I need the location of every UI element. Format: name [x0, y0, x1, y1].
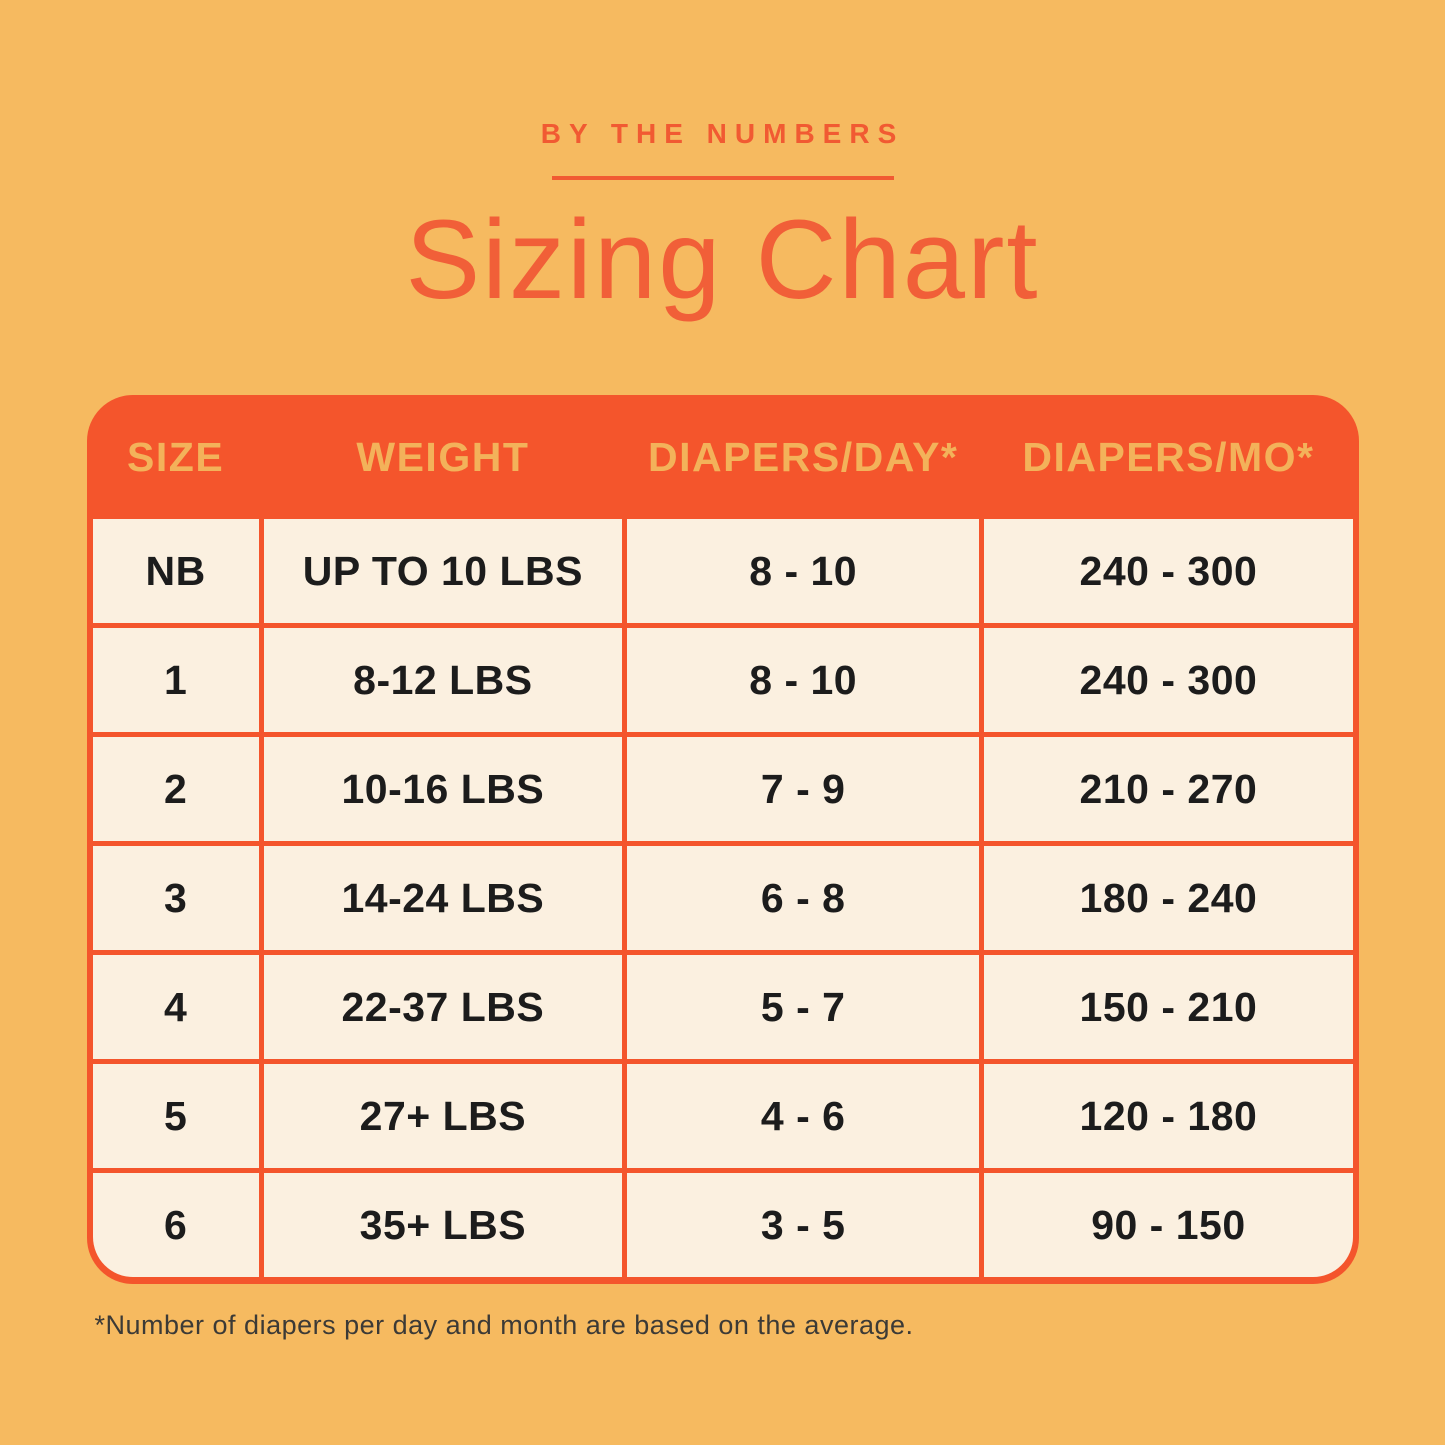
- table-row: 3 14-24 LBS 6 - 8 180 - 240: [92, 846, 1353, 951]
- table-body: NB UP TO 10 LBS 8 - 10 240 - 300 1 8-12 …: [87, 519, 1359, 1284]
- column-header-diapers-day: DIAPERS/DAY*: [647, 433, 959, 480]
- eyebrow-label: BY THE NUMBERS: [540, 118, 905, 149]
- column-header-diapers-mo: DIAPERS/MO*: [1022, 433, 1315, 480]
- column-header-weight: WEIGHT: [356, 433, 530, 480]
- cell-per-month: 240 - 300: [984, 519, 1353, 624]
- cell-per-month: 210 - 270: [984, 737, 1353, 842]
- cell-weight: 27+ LBS: [263, 1064, 623, 1169]
- cell-per-day: 4 - 6: [627, 1064, 980, 1169]
- cell-per-month: 90 - 150: [984, 1173, 1353, 1278]
- cell-weight: 8-12 LBS: [263, 628, 623, 733]
- cell-per-month: 180 - 240: [984, 846, 1353, 951]
- table-row: 1 8-12 LBS 8 - 10 240 - 300: [92, 628, 1353, 733]
- cell-weight: 35+ LBS: [263, 1173, 623, 1278]
- cell-per-day: 3 - 5: [627, 1173, 980, 1278]
- cell-size: 4: [92, 955, 259, 1060]
- cell-per-day: 7 - 9: [627, 737, 980, 842]
- cell-per-day: 6 - 8: [627, 846, 980, 951]
- cell-per-day: 8 - 10: [627, 519, 980, 624]
- cell-per-month: 120 - 180: [984, 1064, 1353, 1169]
- cell-per-month: 240 - 300: [984, 628, 1353, 733]
- cell-weight: 22-37 LBS: [263, 955, 623, 1060]
- table-header-row: SIZE WEIGHT DIAPERS/DAY* DIAPERS/MO*: [87, 395, 1359, 519]
- cell-weight: 10-16 LBS: [263, 737, 623, 842]
- cell-size: 2: [92, 737, 259, 842]
- cell-weight: 14-24 LBS: [263, 846, 623, 951]
- cell-per-day: 8 - 10: [627, 628, 980, 733]
- cell-per-day: 5 - 7: [627, 955, 980, 1060]
- footnote: *Number of diapers per day and month are…: [94, 1310, 914, 1341]
- page-title: Sizing Chart: [405, 197, 1040, 322]
- table-row: 2 10-16 LBS 7 - 9 210 - 270: [92, 737, 1353, 842]
- cell-size: 6: [92, 1173, 259, 1278]
- sizing-table: SIZE WEIGHT DIAPERS/DAY* DIAPERS/MO* NB …: [86, 395, 1359, 1285]
- column-header-size: SIZE: [127, 433, 225, 480]
- cell-size: 3: [92, 846, 259, 951]
- cell-size: 1: [92, 628, 259, 733]
- table-row: 5 27+ LBS 4 - 6 120 - 180: [92, 1064, 1353, 1169]
- table-row: 6 35+ LBS 3 - 5 90 - 150: [92, 1173, 1353, 1278]
- cell-per-month: 150 - 210: [984, 955, 1353, 1060]
- cell-weight: UP TO 10 LBS: [263, 519, 623, 624]
- eyebrow-underline: [551, 176, 894, 180]
- cell-size: NB: [92, 519, 259, 624]
- cell-size: 5: [92, 1064, 259, 1169]
- table-row: NB UP TO 10 LBS 8 - 10 240 - 300: [92, 519, 1353, 624]
- table-row: 4 22-37 LBS 5 - 7 150 - 210: [92, 955, 1353, 1060]
